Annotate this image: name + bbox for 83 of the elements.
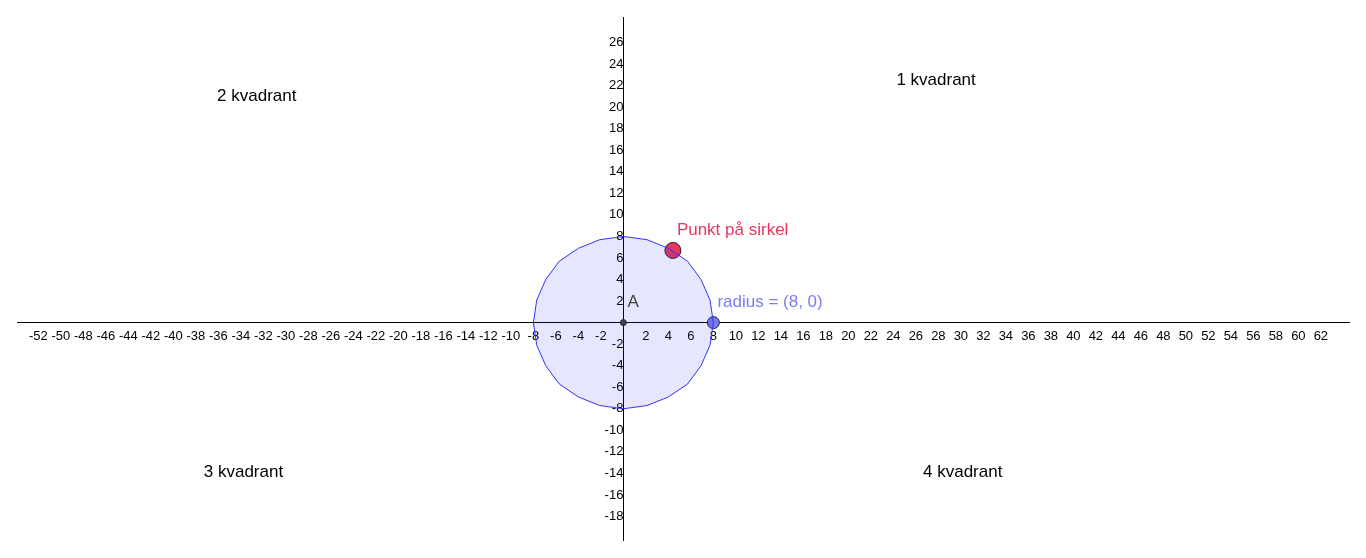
x-tick-label: 58 [1268,328,1284,343]
x-tick-label: -42 [141,328,161,343]
x-tick-label: 32 [976,328,991,343]
y-tick-label: 4 [616,271,624,287]
series-label: radius = (8, 0) [717,291,823,311]
x-tick-label: 42 [1088,328,1104,343]
x-tick-label: 30 [953,328,969,343]
x-tick-label: -26 [321,328,341,343]
y-tick-label: 12 [608,184,624,200]
y-tick-label: 16 [608,141,624,157]
x-tick-label: -22 [366,328,386,343]
x-tick-label: 20 [841,328,856,343]
y-tick-label: 2 [616,292,624,308]
x-tick-label: 62 [1313,328,1329,343]
series-label: Punkt på sirkel [676,219,789,239]
y-tick-label: -12 [604,443,624,459]
series-label: A [627,291,640,311]
x-tick-label: -32 [253,328,273,343]
y-tick-label: 26 [608,34,624,50]
y-tick-label: -14 [604,465,624,480]
y-tick-label: 22 [608,77,624,93]
y-tick-label: -18 [604,508,624,524]
y-tick-label: -4 [611,357,624,373]
y-tick-label: -10 [604,421,624,437]
x-tick-label: 56 [1246,328,1261,343]
y-tick-label: 20 [608,98,624,114]
x-tick-label: 14 [773,328,789,343]
x-tick-label: 8 [709,328,717,343]
x-tick-label: -16 [433,328,453,343]
y-tick-label: -16 [604,486,624,502]
annotation: 4 kvadrant [923,461,1003,481]
x-tick-label: 50 [1178,328,1194,343]
x-tick-label: 16 [796,328,811,343]
x-tick-label: 36 [1021,328,1036,343]
y-tick-label: 14 [608,163,624,179]
x-tick-label: 12 [751,328,766,343]
x-tick-label: -12 [478,328,498,343]
x-tick-label: -50 [51,328,71,343]
x-tick-label: 46 [1133,328,1149,343]
x-tick-label: -30 [276,328,296,343]
y-tick-label: 8 [616,228,624,244]
x-tick-label: -4 [572,328,585,343]
x-tick-label: 38 [1043,328,1059,343]
x-tick-label: 18 [818,328,834,343]
x-tick-label: 54 [1223,328,1239,343]
x-tick-label: 40 [1066,328,1081,343]
y-tick-label: 6 [616,249,624,265]
x-tick-label: -14 [456,328,476,343]
x-tick-label: -10 [501,328,521,343]
x-tick-label: 28 [931,328,946,343]
x-tick-label: -48 [73,328,93,343]
x-tick-label: -46 [96,328,116,343]
annotation: 3 kvadrant [203,461,284,481]
x-tick-label: 10 [728,328,744,343]
y-tick-label: 10 [608,206,624,222]
annotation: 2 kvadrant [217,85,297,105]
x-tick-label: 24 [886,328,901,343]
y-tick-label: 18 [608,120,624,136]
y-tick-label: 24 [608,55,624,71]
x-tick-label: 44 [1111,328,1126,343]
x-tick-label: 6 [687,328,695,343]
x-tick-label: -20 [388,328,408,343]
x-tick-label: -18 [411,328,431,343]
x-tick-label: -24 [343,328,363,343]
y-tick-label: -6 [611,378,624,394]
x-tick-label: 60 [1291,328,1306,343]
x-tick-label: -6 [550,328,562,343]
x-tick-label: -44 [118,328,138,343]
x-tick-label: -38 [186,328,206,343]
x-tick-label: -52 [28,328,48,343]
x-tick-label: -34 [231,328,251,343]
x-tick-label: -8 [527,328,540,343]
x-tick-label: 52 [1201,328,1216,343]
x-tick-label: 34 [998,328,1014,343]
x-tick-label: 26 [908,328,924,343]
annotation: 1 kvadrant [896,70,977,90]
x-tick-label: 22 [863,328,879,343]
x-tick-label: -40 [163,328,183,343]
x-tick-label: -28 [298,328,318,343]
x-tick-label: 4 [664,328,672,343]
x-tick-label: 2 [642,328,650,343]
x-tick-label: -36 [208,328,228,343]
x-tick-label: 48 [1156,328,1171,343]
